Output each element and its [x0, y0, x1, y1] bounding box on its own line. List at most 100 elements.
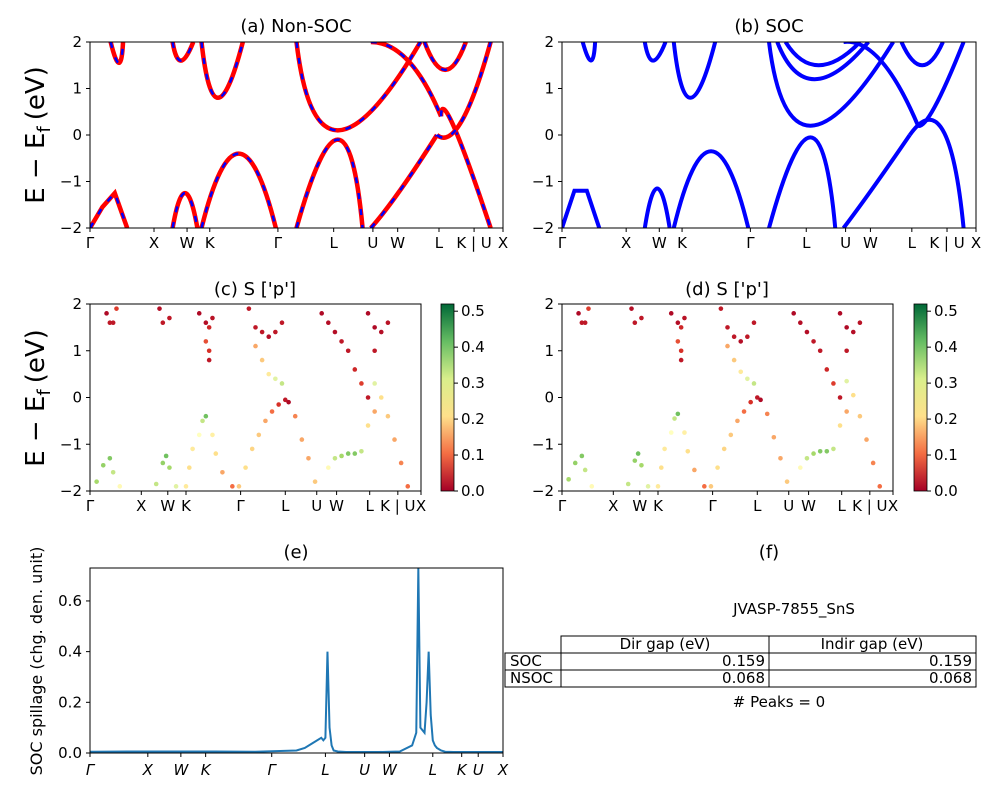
- soc-band-line: [841, 133, 912, 228]
- projection-point: [629, 306, 634, 311]
- y-tick-label: 2: [72, 33, 82, 51]
- projection-point: [718, 306, 724, 311]
- projection-point: [804, 329, 810, 335]
- projection-point: [203, 339, 209, 344]
- colorbar-tick-label: 0.0: [934, 482, 958, 500]
- projection-point: [206, 325, 212, 330]
- projection-point: [668, 430, 674, 435]
- y-tick-label: −1: [532, 173, 554, 191]
- x-tick-label: Γ: [86, 234, 95, 252]
- projection-point: [844, 378, 849, 384]
- x-tick-label: X: [621, 234, 631, 252]
- y-tick-label: 0.2: [58, 693, 82, 711]
- projection-point: [263, 418, 268, 424]
- x-tick-label: L: [366, 497, 375, 515]
- projection-point: [682, 315, 687, 321]
- y-tick-label: 1: [544, 342, 554, 360]
- panel-d-title: (d) S ['p']: [685, 279, 769, 300]
- projection-point: [273, 376, 278, 382]
- ylabel-unit: (eV): [21, 329, 51, 383]
- projection-point: [817, 448, 823, 454]
- nonsoc-band-line: [199, 151, 279, 228]
- projection-point: [582, 320, 588, 326]
- x-tick-label: U: [311, 497, 322, 515]
- table-header-dir: Dir gap (eV): [620, 635, 711, 653]
- nonsoc-band-line: [435, 42, 493, 140]
- projection-point: [864, 437, 869, 442]
- table-row-nsoc-dir: 0.068: [722, 669, 765, 687]
- table-header-indir: Indir gap (eV): [821, 635, 924, 653]
- spillage-line: [90, 568, 503, 753]
- table-row-soc-dir: 0.159: [722, 652, 765, 670]
- y-tick-label: −1: [532, 435, 554, 453]
- projection-point: [352, 451, 358, 456]
- projection-point: [196, 311, 202, 316]
- projection-point: [850, 329, 856, 335]
- projection-point: [692, 467, 697, 473]
- soc-band-line: [671, 42, 718, 100]
- projection-point: [844, 348, 849, 354]
- colorbar-tick-label: 0.1: [461, 446, 485, 464]
- projection-point: [844, 325, 849, 330]
- projection-point: [798, 320, 803, 326]
- projection-point: [306, 455, 311, 461]
- projection-point: [273, 329, 278, 335]
- projection-point: [372, 409, 377, 414]
- projection-point: [352, 367, 358, 372]
- projection-point: [292, 413, 298, 419]
- projection-point: [566, 477, 571, 482]
- projection-point: [751, 381, 757, 386]
- projection-point: [635, 451, 641, 456]
- ylabel-sub: f: [34, 389, 55, 396]
- projection-point: [784, 479, 790, 484]
- band-lines: [562, 42, 966, 228]
- projection-point: [157, 306, 162, 311]
- projection-point: [299, 437, 305, 442]
- projection-point: [160, 320, 166, 326]
- axes-frame: [89, 567, 504, 754]
- x-tick-label: X: [142, 761, 154, 779]
- projection-point: [312, 479, 318, 484]
- x-tick-label: W: [180, 234, 195, 252]
- projection-points: [94, 306, 411, 489]
- projection-point: [837, 311, 843, 316]
- projection-point: [731, 357, 737, 363]
- projection-point: [685, 448, 691, 454]
- projection-point: [764, 411, 770, 417]
- table-row-soc-indir: 0.159: [929, 652, 972, 670]
- x-tick-label: X: [416, 497, 426, 515]
- colorbar-tick-label: 0.2: [461, 410, 485, 428]
- projection-point: [392, 437, 397, 442]
- table-caption: JVASP-7855_SnS: [732, 600, 855, 619]
- x-tick-label: W: [390, 234, 405, 252]
- soc-band-line: [642, 186, 672, 228]
- projection-point: [582, 467, 588, 473]
- colorbar-tick-label: 0.2: [934, 410, 958, 428]
- projection-point: [741, 409, 747, 414]
- x-tick-label: U: [473, 761, 484, 779]
- projection-point: [632, 320, 638, 326]
- projection-point: [831, 446, 836, 452]
- y-tick-label: 0.6: [58, 592, 82, 610]
- projection-point: [857, 413, 863, 419]
- soc-band-dash: [90, 190, 129, 228]
- ylabel-main: E − E: [21, 133, 51, 204]
- x-tick-label: K: [677, 234, 688, 252]
- projection-point: [339, 339, 344, 344]
- projection-point: [721, 446, 727, 452]
- nonsoc-band-line: [199, 42, 245, 100]
- projection-point: [276, 402, 281, 407]
- y-tick-label: −1: [60, 173, 82, 191]
- projection-point: [572, 460, 578, 466]
- x-tick-label: L: [908, 234, 917, 252]
- x-tick-label: X: [498, 234, 508, 252]
- x-tick-label: W: [329, 497, 344, 515]
- colorbar-tick-label: 0.4: [461, 338, 485, 356]
- x-tick-label: L: [429, 761, 437, 779]
- y-tick-label: 1: [544, 80, 554, 98]
- soc-band-dash: [436, 42, 492, 139]
- soc-band-line: [775, 42, 870, 81]
- x-tick-label: L: [321, 761, 329, 779]
- projection-point: [675, 339, 681, 344]
